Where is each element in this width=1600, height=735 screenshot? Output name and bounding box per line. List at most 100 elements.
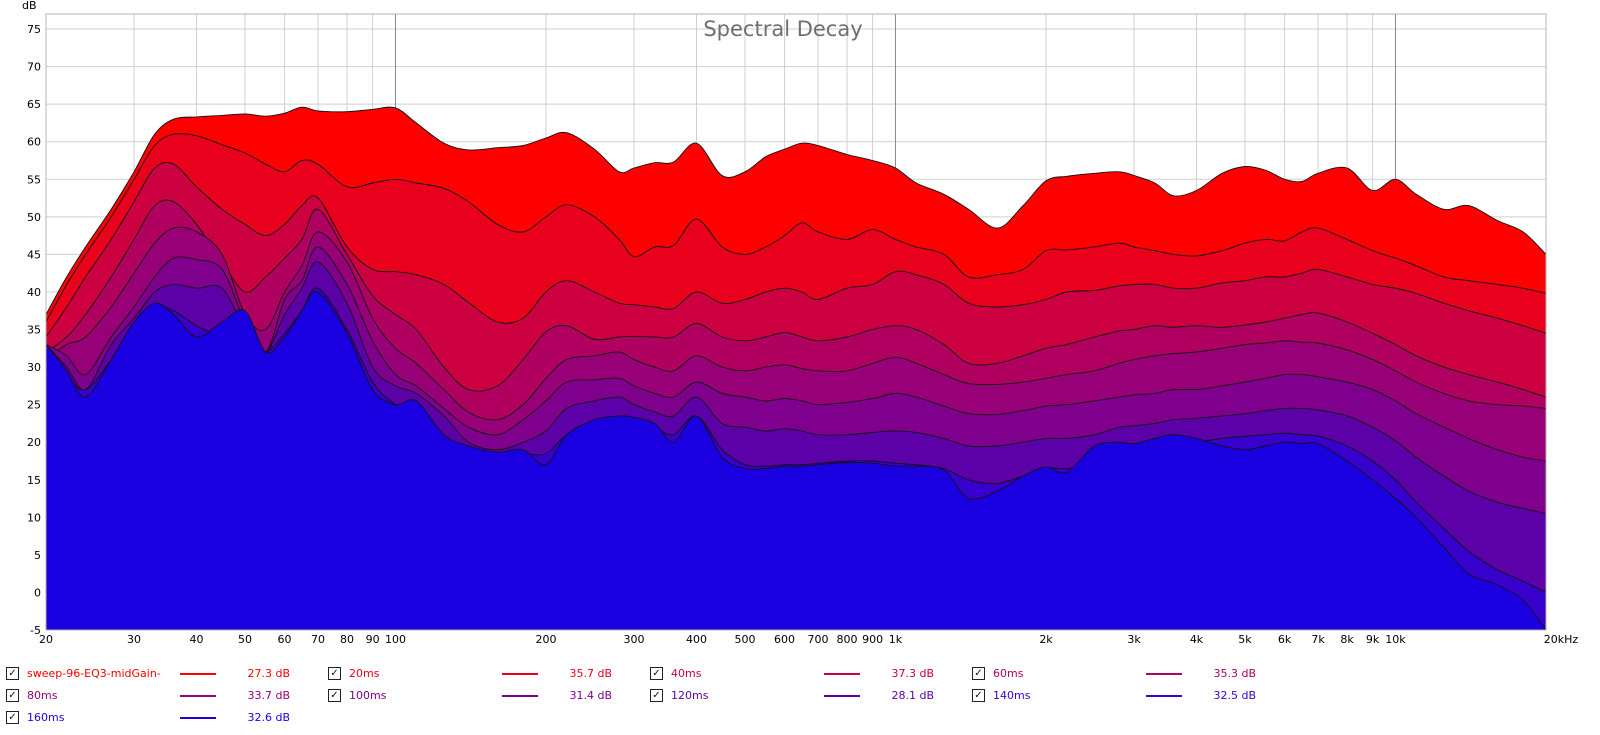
series-name[interactable]: 60ms	[993, 667, 1024, 680]
chart-title: Spectral Decay	[703, 17, 862, 41]
series-value: 32.5 dB	[1213, 689, 1256, 702]
decay-curve-7	[45, 287, 1547, 593]
series-checkbox[interactable]: ✓	[650, 667, 663, 680]
decay-curve-8	[45, 290, 1547, 631]
decay-curve-3	[45, 199, 1547, 398]
x-tick-label: 7k	[1311, 633, 1325, 646]
series-name[interactable]: 20ms	[349, 667, 380, 680]
legend-item: ✓ 60ms 35.3 dB	[972, 667, 1272, 687]
y-tick-label: 75	[27, 23, 41, 36]
series-checkbox[interactable]: ✓	[972, 689, 985, 702]
series-value: 31.4 dB	[569, 689, 612, 702]
series-name[interactable]: 40ms	[671, 667, 702, 680]
decay-curve-2	[45, 161, 1547, 338]
x-tick-label: 70	[311, 633, 325, 646]
series-checkbox[interactable]: ✓	[328, 667, 341, 680]
x-tick-label: 500	[734, 633, 755, 646]
series-value: 35.7 dB	[569, 667, 612, 680]
legend-item: ✓ 80ms 33.7 dB	[6, 689, 306, 709]
series-line-swatch	[180, 717, 216, 719]
x-tick-label: 30	[127, 633, 141, 646]
legend-item: ✓ 120ms 28.1 dB	[650, 689, 950, 709]
series-line-swatch	[180, 673, 216, 675]
series-name[interactable]: 80ms	[27, 689, 58, 702]
series-line-swatch	[502, 695, 538, 697]
x-tick-label: 2k	[1039, 633, 1053, 646]
decay-curve-4	[45, 226, 1547, 421]
x-tick-label: 200	[536, 633, 557, 646]
y-tick-label: 55	[27, 173, 41, 186]
series-name[interactable]: 160ms	[27, 711, 65, 724]
y-axis-unit: dB	[22, 0, 37, 12]
x-tick-label: 10k	[1385, 633, 1406, 646]
x-tick-label: 400	[686, 633, 707, 646]
decay-curve-6	[45, 261, 1547, 515]
series-checkbox[interactable]: ✓	[972, 667, 985, 680]
decay-areas	[45, 106, 1547, 631]
plot-frame	[45, 13, 1547, 631]
legend-item: ✓ sweep-96-EQ3-midGain- 27.3 dB	[6, 667, 306, 687]
x-tick-label: 4k	[1190, 633, 1204, 646]
x-tick-label: 20	[39, 633, 53, 646]
series-name[interactable]: 120ms	[671, 689, 709, 702]
y-tick-label: 5	[34, 549, 41, 562]
x-tick-label: 1k	[889, 633, 903, 646]
decay-curve-1	[45, 133, 1547, 323]
spectral-decay-chart: -5 0 5 10 15 20 25 30 35 40 45 50 55 60 65 70 75 20 30 40 5…	[22, 0, 1578, 646]
x-tick-label: 50	[238, 633, 252, 646]
y-tick-label: 70	[27, 61, 41, 74]
series-value: 27.3 dB	[247, 667, 290, 680]
series-name[interactable]: sweep-96-EQ3-midGain-	[27, 667, 161, 680]
legend-item: ✓ 100ms 31.4 dB	[328, 689, 628, 709]
x-tick-label: 40	[190, 633, 204, 646]
decay-curve-5	[45, 246, 1547, 462]
y-tick-label: 0	[34, 586, 41, 599]
series-line-swatch	[824, 695, 860, 697]
series-value: 28.1 dB	[891, 689, 934, 702]
series-line-swatch	[824, 673, 860, 675]
decay-area-8	[46, 291, 1546, 630]
x-tick-label: 60	[278, 633, 292, 646]
series-value: 37.3 dB	[891, 667, 934, 680]
decay-curve-0	[45, 106, 1547, 315]
y-tick-label: 15	[27, 474, 41, 487]
x-tick-label: 5k	[1238, 633, 1252, 646]
x-tick-label: 700	[808, 633, 829, 646]
y-tick-label: 45	[27, 248, 41, 261]
legend-item: ✓ 40ms 37.3 dB	[650, 667, 950, 687]
series-value: 32.6 dB	[247, 711, 290, 724]
x-tick-label: 90	[366, 633, 380, 646]
series-line-swatch	[502, 673, 538, 675]
y-tick-label: 25	[27, 399, 41, 412]
y-tick-label: 20	[27, 436, 41, 449]
series-value: 33.7 dB	[247, 689, 290, 702]
series-checkbox[interactable]: ✓	[650, 689, 663, 702]
x-tick-label: 80	[340, 633, 354, 646]
series-checkbox[interactable]: ✓	[328, 689, 341, 702]
x-tick-label: 8k	[1340, 633, 1354, 646]
series-checkbox[interactable]: ✓	[6, 667, 19, 680]
x-tick-label: 6k	[1278, 633, 1292, 646]
x-tick-label: 900	[862, 633, 883, 646]
legend-item: ✓ 140ms 32.5 dB	[972, 689, 1272, 709]
x-tick-label: 600	[774, 633, 795, 646]
y-tick-label: 30	[27, 361, 41, 374]
series-name[interactable]: 140ms	[993, 689, 1031, 702]
series-value: 35.3 dB	[1213, 667, 1256, 680]
series-name[interactable]: 100ms	[349, 689, 387, 702]
x-tick-label: 100	[385, 633, 406, 646]
legend-item: ✓ 20ms 35.7 dB	[328, 667, 628, 687]
y-axis-labels: -5 0 5 10 15 20 25 30 35 40 45 50 55 60 65 70 75	[27, 23, 41, 637]
series-checkbox[interactable]: ✓	[6, 711, 19, 724]
y-tick-label: -5	[30, 624, 41, 637]
x-axis-labels: 20 30 40 50 60 70 80 90 100 200 300 400 500 600 700 800…	[39, 633, 1578, 646]
y-tick-label: 40	[27, 286, 41, 299]
legend: ✓ sweep-96-EQ3-midGain- 27.3 dB ✓ 20ms 35.7 d…	[0, 667, 1600, 735]
y-tick-label: 60	[27, 136, 41, 149]
x-tick-label: 9k	[1366, 633, 1380, 646]
y-tick-label: 65	[27, 98, 41, 111]
x-tick-label: 300	[624, 633, 645, 646]
x-tick-label: 20kHz	[1544, 633, 1579, 646]
series-checkbox[interactable]: ✓	[6, 689, 19, 702]
y-tick-label: 35	[27, 324, 41, 337]
